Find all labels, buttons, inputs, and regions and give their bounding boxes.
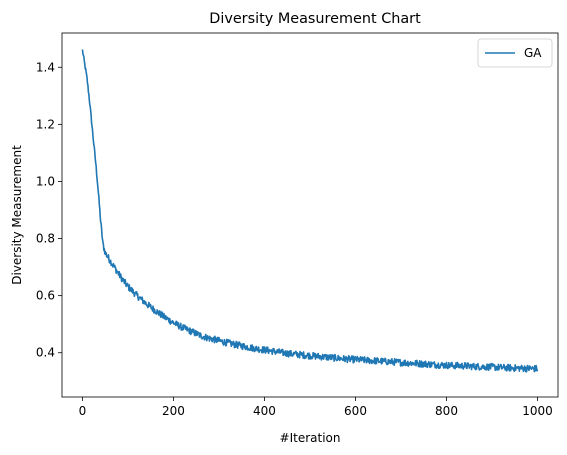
x-tick-label: 800: [435, 404, 458, 418]
chart-title: Diversity Measurement Chart: [209, 11, 421, 27]
y-axis: 0.4 0.6 0.8 1.0 1.2 1.4: [36, 60, 62, 360]
x-tick-label: 600: [344, 404, 367, 418]
y-axis-label: Diversity Measurement: [10, 145, 24, 285]
y-tick-label: 0.8: [36, 232, 55, 246]
y-tick-label: 1.2: [36, 117, 55, 131]
y-tick-label: 0.4: [36, 346, 55, 360]
x-tick-label: 0: [79, 404, 87, 418]
x-tick-label: 1000: [522, 404, 553, 418]
legend-label-ga: GA: [524, 46, 542, 60]
x-axis: 0 200 400 600 800 1000: [79, 397, 553, 418]
x-axis-label: #Iteration: [280, 431, 341, 445]
x-tick-label: 400: [253, 404, 276, 418]
legend: GA: [477, 38, 553, 68]
plot-area: [61, 32, 559, 398]
y-tick-label: 1.4: [36, 60, 55, 74]
y-tick-label: 0.6: [36, 289, 55, 303]
series-line-ga: [81, 49, 539, 373]
x-tick-label: 200: [162, 404, 185, 418]
y-tick-label: 1.0: [36, 174, 55, 188]
